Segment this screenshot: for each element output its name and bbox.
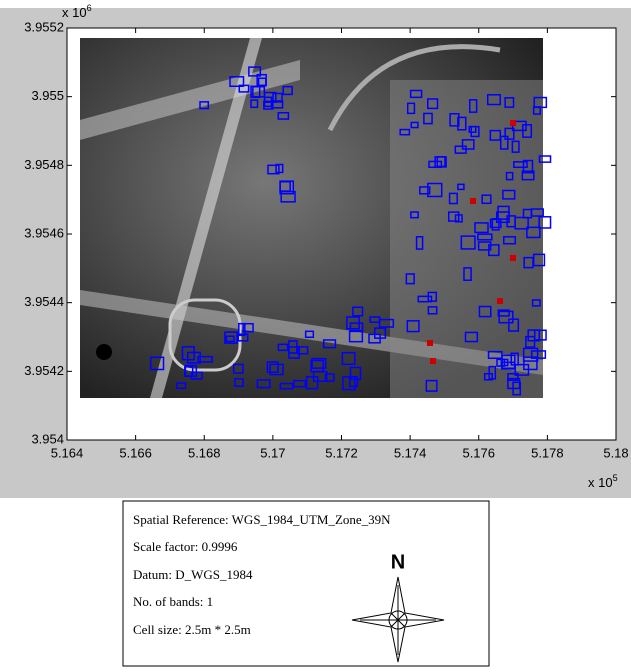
feature [96, 344, 112, 360]
y-tick-label: 3.9542 [24, 363, 64, 378]
y-tick-label: 3.954 [31, 431, 64, 446]
y-multiplier-base: x 10 [62, 5, 87, 20]
y-tick-label: 3.955 [31, 88, 64, 103]
y-multiplier-exponent: 6 [87, 3, 92, 13]
marked-building [497, 298, 503, 304]
x-tick-label: 5.17 [260, 445, 285, 460]
info-line: Cell size: 2.5m * 2.5m [133, 622, 251, 637]
x-tick-label: 5.172 [325, 445, 358, 460]
marked-building [430, 358, 436, 364]
x-tick-label: 5.168 [188, 445, 221, 460]
info-line: Scale factor: 0.9996 [133, 539, 238, 554]
x-tick-label: 5.166 [119, 445, 152, 460]
marked-building [427, 340, 433, 346]
x-multiplier-base: x 10 [588, 475, 613, 490]
y-tick-label: 3.9552 [24, 19, 64, 34]
marked-building [470, 198, 476, 204]
info-line: Datum: D_WGS_1984 [133, 567, 253, 582]
x-tick-label: 5.18 [603, 445, 628, 460]
x-multiplier-exponent: 5 [613, 473, 618, 483]
marked-building [510, 120, 516, 126]
satellite-image [80, 38, 551, 398]
x-tick-label: 5.178 [531, 445, 564, 460]
x-tick-label: 5.174 [394, 445, 427, 460]
info-line: Spatial Reference: WGS_1984_UTM_Zone_39N [133, 512, 391, 527]
y-tick-label: 3.9544 [24, 294, 64, 309]
x-tick-label: 5.176 [462, 445, 495, 460]
y-tick-label: 3.9548 [24, 157, 64, 172]
marked-building [510, 255, 516, 261]
x-tick-label: 5.164 [51, 445, 84, 460]
y-tick-label: 3.9546 [24, 225, 64, 240]
info-line: No. of bands: 1 [133, 594, 213, 609]
figure: x 106 x 105 Spatial Reference: WGS_1984_… [0, 0, 631, 672]
north-label: N [391, 551, 405, 573]
